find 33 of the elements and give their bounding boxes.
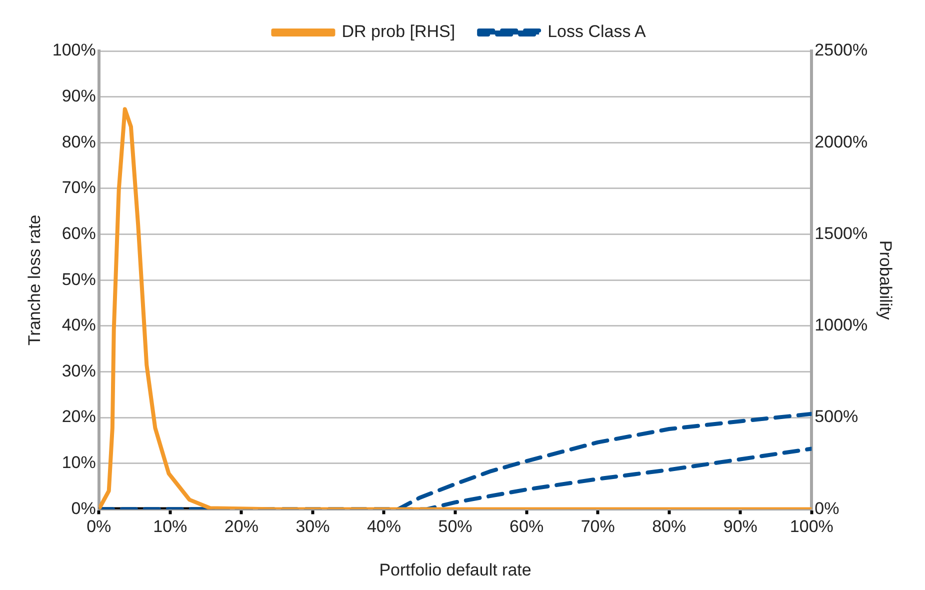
y-tick-label: 70% (62, 178, 96, 198)
x-tick-label: 10% (153, 517, 188, 536)
y2-tick-label: 2000% (814, 132, 868, 152)
x-tick-label: 40% (366, 517, 402, 536)
y2-tick-label: 0% (814, 498, 840, 518)
x-tick-label: 90% (723, 517, 758, 536)
x-tick-label: 20% (224, 517, 258, 536)
y-tick-label: 40% (62, 316, 96, 335)
y-tick-label: 100% (52, 40, 96, 60)
x-tick-label: 30% (296, 517, 330, 536)
y2-tick-label: 2500% (814, 40, 868, 60)
y-tick-label: 90% (62, 86, 96, 106)
y-axis-title: Tranche loss rate (24, 214, 44, 346)
y2-axis-title: Probability (876, 240, 896, 320)
y-tick-label: 0% (71, 498, 96, 518)
y-tick-label: 80% (62, 132, 96, 152)
y2-tick-label: 1500% (814, 224, 868, 243)
legend-label: DR prob [RHS] (342, 22, 456, 42)
x-tick-label: 50% (438, 517, 472, 536)
x-tick-label: 60% (510, 517, 544, 536)
y2-tick-label: 1000% (814, 316, 868, 335)
y-tick-label: 20% (62, 407, 96, 426)
y-tick-label: 50% (62, 270, 96, 289)
y-tick-label: 10% (62, 453, 96, 472)
x-tick-label: 70% (580, 517, 615, 536)
x-tick-label: 80% (652, 517, 686, 536)
y-tick-label: 60% (62, 224, 96, 243)
y-tick-label: 30% (62, 361, 96, 380)
legend-label: Loss Class A (548, 22, 647, 42)
y2-tick-label: 500% (814, 407, 858, 426)
x-axis-title: Portfolio default rate (379, 560, 532, 580)
x-tick-label: 100% (790, 517, 834, 536)
x-tick-label: 0% (86, 517, 112, 536)
